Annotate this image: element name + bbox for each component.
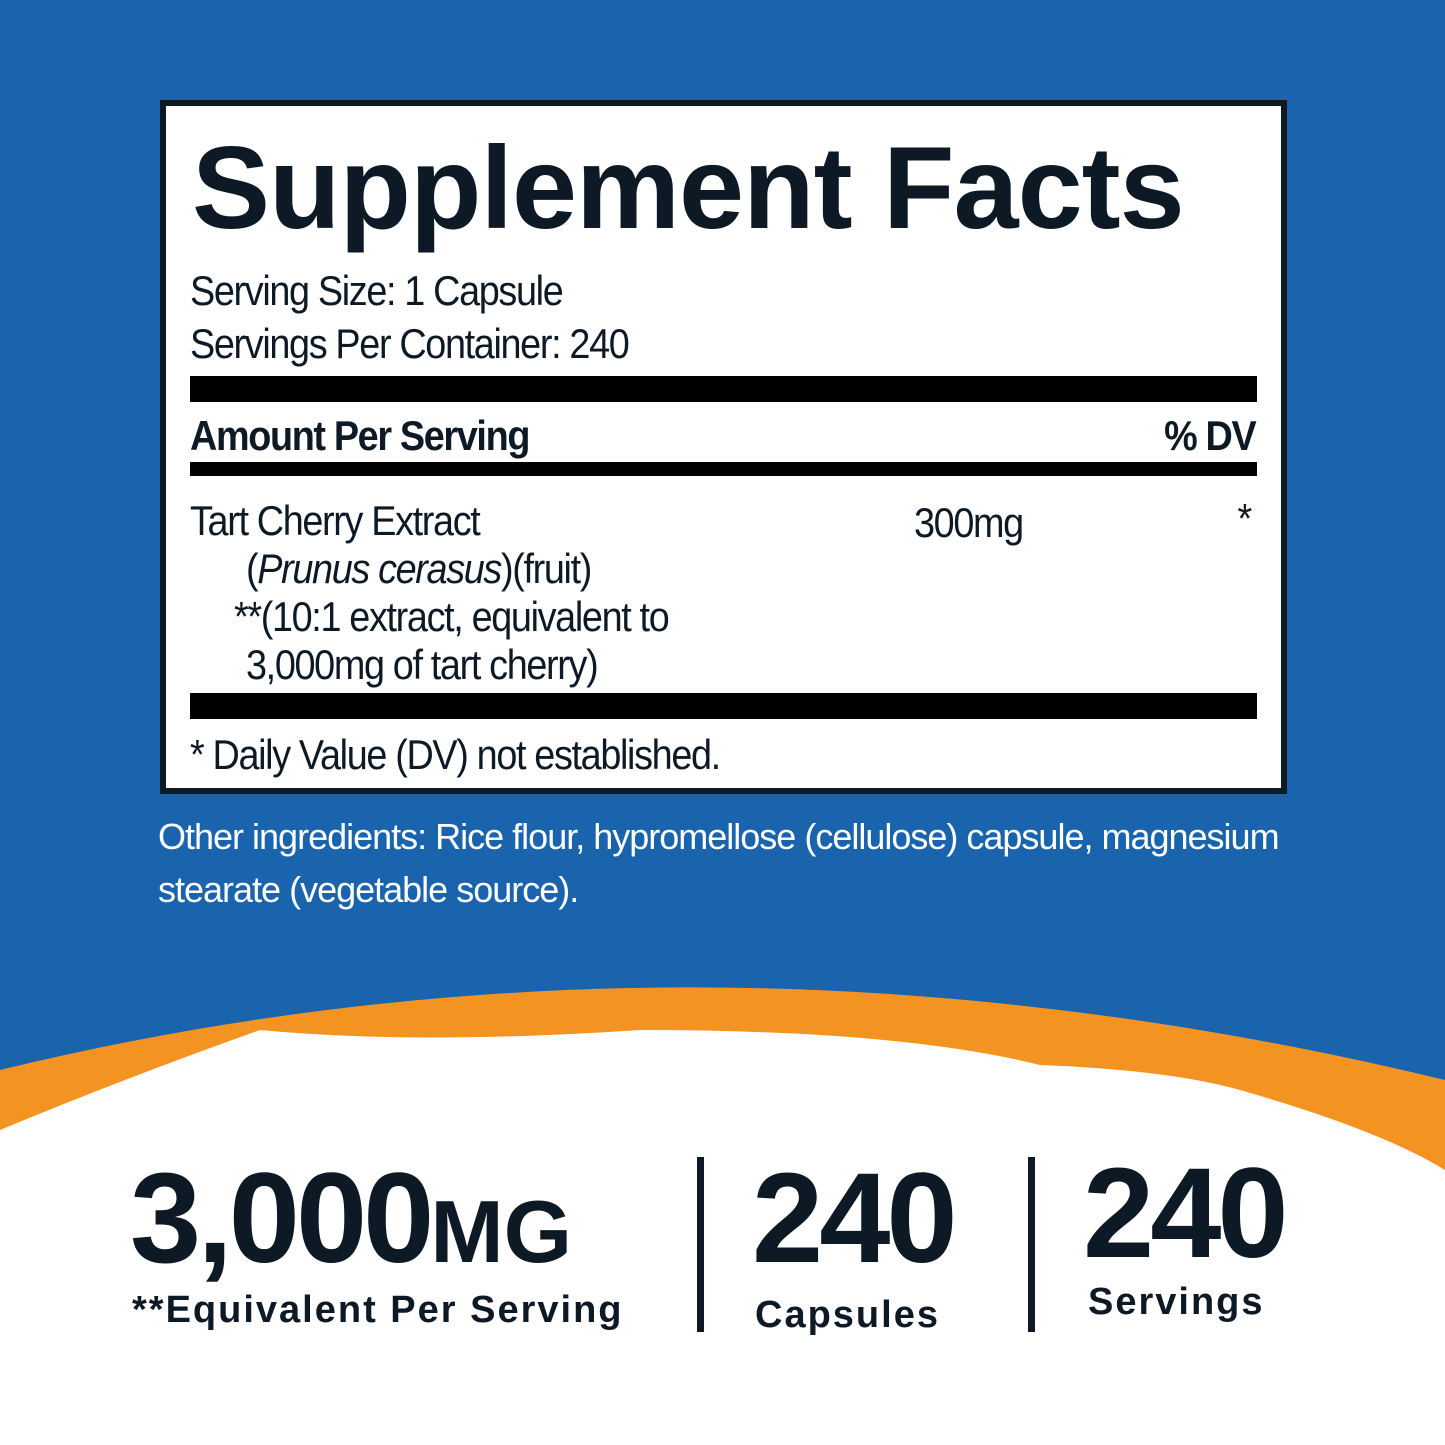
paren: ( [246, 545, 259, 592]
stat-capsules-value: 240 [752, 1147, 958, 1290]
ingredient-dv: * [1237, 495, 1253, 542]
ingredient-latin: (Prunus cerasus)(fruit) [246, 545, 592, 592]
divider-thick-bottom [190, 693, 1257, 719]
stat-servings-value: 240 [1083, 1142, 1289, 1285]
divider-medium [190, 462, 1257, 476]
other-ingredients: Other ingredients: Rice flour, hypromell… [158, 816, 1280, 910]
facts-title: Supplement Facts [192, 122, 1185, 253]
dosage-number: 3,000 [130, 1147, 434, 1290]
dosage-unit: MG [430, 1182, 573, 1281]
footnote: * Daily Value (DV) not established. [190, 731, 721, 778]
stat-capsules-label: Capsules [755, 1294, 940, 1336]
orange-swoosh [0, 987, 1445, 1445]
ingredient-name: Tart Cherry Extract [190, 497, 481, 544]
latin-name: Prunus cerasus [257, 545, 502, 592]
part: )(fruit) [500, 545, 592, 592]
servings-per-container: Servings Per Container: 240 [190, 320, 630, 367]
ingredient-note-2: 3,000mg of tart cherry) [246, 641, 599, 688]
supplement-facts-panel: Supplement Facts Serving Size: 1 Capsule… [160, 100, 1287, 794]
dv-header: % DV [1163, 412, 1257, 459]
serving-size: Serving Size: 1 Capsule [190, 267, 564, 314]
stat-servings-label: Servings [1088, 1281, 1265, 1323]
amount-per-serving-header: Amount Per Serving [190, 412, 530, 459]
stat-dosage-label: **Equivalent Per Serving [132, 1289, 624, 1331]
stat-divider [697, 1157, 704, 1332]
ingredient-note-1: **(10:1 extract, equivalent to [234, 593, 670, 640]
divider-thick [190, 376, 1257, 402]
stat-dosage-value: 3,000MG [130, 1155, 572, 1283]
stat-divider [1028, 1157, 1035, 1332]
ingredient-amount: 300mg [914, 499, 1024, 546]
